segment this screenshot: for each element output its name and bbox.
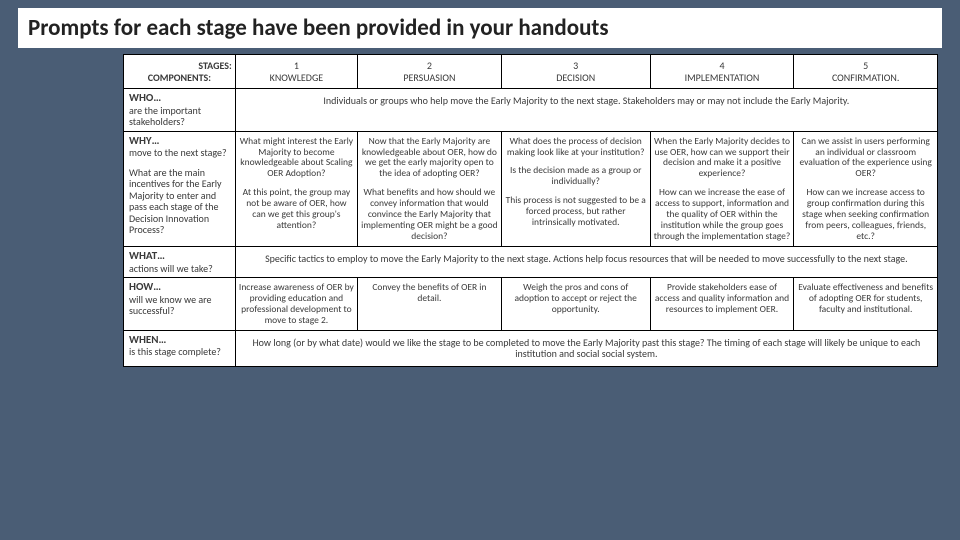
cell-p2: At this point, the group may not be awar… bbox=[239, 187, 354, 231]
col-num: 5 bbox=[797, 60, 934, 72]
row-label: WHY… bbox=[129, 134, 159, 147]
how-c3: Weigh the pros and cons of adoption to a… bbox=[501, 278, 650, 331]
row-sublabel: is this stage complete? bbox=[129, 345, 221, 358]
why-c4: When the Early Majority decides to use O… bbox=[650, 131, 794, 246]
col-name: KNOWLEDGE bbox=[239, 72, 354, 84]
how-c2: Convey the benefits of OER in detail. bbox=[358, 278, 502, 331]
how-c5: Evaluate effectiveness and benefits of a… bbox=[794, 278, 938, 331]
row-label: WHO… bbox=[129, 91, 161, 104]
when-content: How long (or by what date) would we like… bbox=[235, 330, 937, 366]
cell-p1: What might interest the Early Majority t… bbox=[239, 136, 354, 180]
col-name: PERSUASION bbox=[361, 72, 498, 84]
header-row: STAGES: COMPONENTS: 1KNOWLEDGE 2PERSUASI… bbox=[124, 55, 938, 89]
row-sublabel: move to the next stage? bbox=[129, 146, 227, 159]
cell-p1: What does the process of decision making… bbox=[505, 136, 647, 158]
what-content: Specific tactics to employ to move the E… bbox=[235, 246, 937, 277]
how-c4: Provide stakeholders ease of access and … bbox=[650, 278, 794, 331]
row-sublabel: will we know we are successful? bbox=[129, 293, 211, 318]
cell-p1: Can we assist in users performing an ind… bbox=[797, 136, 934, 180]
col-name: DECISION bbox=[505, 72, 647, 84]
row-sublabel: actions will we take? bbox=[129, 262, 213, 275]
cell-p3: This process is not suggested to be a fo… bbox=[505, 195, 647, 228]
why-c3: What does the process of decision making… bbox=[501, 131, 650, 246]
row-label: WHAT… bbox=[129, 249, 165, 262]
what-row: WHAT… actions will we take? Specific tac… bbox=[124, 246, 938, 277]
cell-p2: How can we increase the ease of access t… bbox=[654, 187, 791, 242]
row-label: HOW… bbox=[129, 280, 161, 293]
col-head-2: 2PERSUASION bbox=[358, 55, 502, 89]
when-head: WHEN… is this stage complete? bbox=[124, 330, 236, 366]
why-c5: Can we assist in users performing an ind… bbox=[794, 131, 938, 246]
stages-table: STAGES: COMPONENTS: 1KNOWLEDGE 2PERSUASI… bbox=[123, 54, 938, 367]
how-c1: Increase awareness of OER by providing e… bbox=[235, 278, 357, 331]
col-name: IMPLEMENTATION bbox=[654, 72, 791, 84]
why-head: WHY… move to the next stage? What are th… bbox=[124, 131, 236, 246]
cell-p2: Is the decision made as a group or indiv… bbox=[505, 165, 647, 187]
row-label: WHEN… bbox=[129, 333, 166, 346]
cell-p1: Now that the Early Majority are knowledg… bbox=[361, 136, 498, 180]
who-row: WHO… are the important stakeholders? Ind… bbox=[124, 89, 938, 132]
cell-p1: When the Early Majority decides to use O… bbox=[654, 136, 791, 180]
who-head: WHO… are the important stakeholders? bbox=[124, 89, 236, 132]
cell-p2: How can we increase access to group conf… bbox=[797, 187, 934, 242]
what-head: WHAT… actions will we take? bbox=[124, 246, 236, 277]
how-row: HOW… will we know we are successful? Inc… bbox=[124, 278, 938, 331]
cell-p2: What benefits and how should we convey i… bbox=[361, 187, 498, 242]
col-head-4: 4IMPLEMENTATION bbox=[650, 55, 794, 89]
why-row: WHY… move to the next stage? What are th… bbox=[124, 131, 938, 246]
row-sublabel: are the important stakeholders? bbox=[129, 104, 201, 129]
col-num: 4 bbox=[654, 60, 791, 72]
col-head-5: 5CONFIRMATION. bbox=[794, 55, 938, 89]
components-label: COMPONENTS: bbox=[127, 72, 232, 84]
who-content: Individuals or groups who help move the … bbox=[235, 89, 937, 132]
page-title: Prompts for each stage have been provide… bbox=[18, 8, 942, 48]
corner-cell: STAGES: COMPONENTS: bbox=[124, 55, 236, 89]
col-num: 1 bbox=[239, 60, 354, 72]
why-c1: What might interest the Early Majority t… bbox=[235, 131, 357, 246]
stages-label: STAGES: bbox=[127, 60, 232, 72]
how-head: HOW… will we know we are successful? bbox=[124, 278, 236, 331]
col-head-3: 3DECISION bbox=[501, 55, 650, 89]
row-sublabel-2: What are the main incentives for the Ear… bbox=[129, 167, 230, 236]
col-name: CONFIRMATION. bbox=[797, 72, 934, 84]
col-num: 3 bbox=[505, 60, 647, 72]
when-row: WHEN… is this stage complete? How long (… bbox=[124, 330, 938, 366]
col-num: 2 bbox=[361, 60, 498, 72]
why-c2: Now that the Early Majority are knowledg… bbox=[358, 131, 502, 246]
col-head-1: 1KNOWLEDGE bbox=[235, 55, 357, 89]
